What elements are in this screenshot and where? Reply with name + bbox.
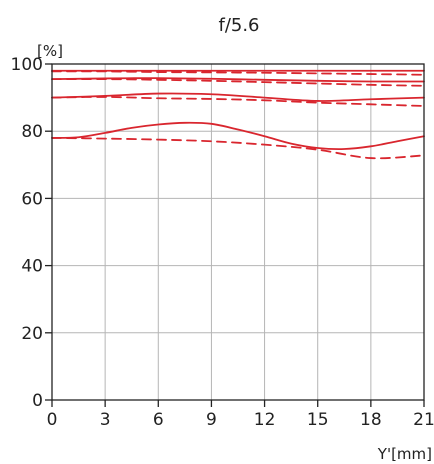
x-tick-label-6: 18: [360, 410, 382, 430]
series-line-3-solid: [51, 77, 425, 83]
x-tick-label-2: 6: [153, 410, 164, 430]
y-tick-label-0: 0: [32, 391, 43, 411]
y-tick-label-4: 80: [21, 122, 43, 142]
series-line-7-solid: [51, 121, 425, 150]
series-line-6-dashed: [51, 96, 425, 107]
y-tick-label-3: 60: [21, 189, 43, 209]
series-line-5-solid: [51, 92, 425, 102]
plot-frame: [51, 63, 425, 401]
x-tick-label-1: 3: [100, 410, 111, 430]
series-line-2-dashed: [51, 70, 425, 76]
series-line-8-dashed: [51, 137, 425, 160]
x-tick-label-7: 21: [413, 410, 434, 430]
x-tick-label-0: 0: [47, 410, 58, 430]
series-line-4-dashed: [51, 78, 425, 87]
x-axis-label: Y'[mm]: [377, 445, 432, 463]
x-tick-label-3: 9: [206, 410, 217, 430]
axis-ticks: 0 3 6 9 12 15 18 21 0 20 40 60 80 100: [11, 55, 434, 430]
series-group: [51, 69, 425, 160]
y-tick-label-1: 20: [21, 324, 43, 344]
y-tick-label-5: 100: [11, 55, 43, 75]
y-axis-label: [%]: [37, 42, 63, 60]
grid: [52, 64, 424, 400]
chart-title: f/5.6: [218, 15, 259, 36]
x-tick-label-4: 12: [254, 410, 276, 430]
y-tick-label-2: 40: [21, 257, 43, 277]
x-tick-label-5: 15: [307, 410, 329, 430]
